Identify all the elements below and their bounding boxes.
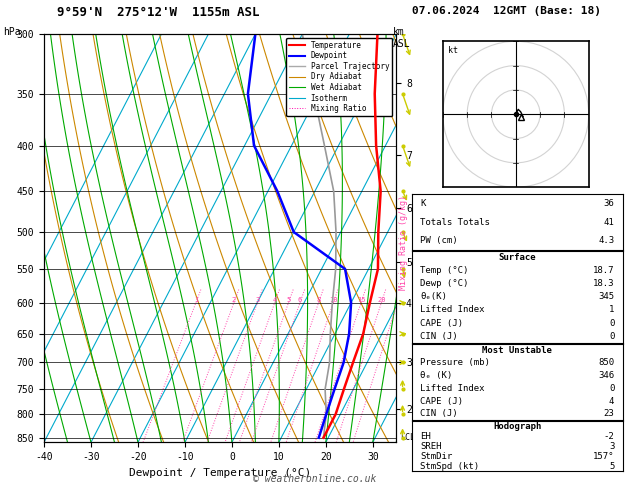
Text: 0: 0 xyxy=(609,331,615,341)
Text: 9°59'N  275°12'W  1155m ASL: 9°59'N 275°12'W 1155m ASL xyxy=(57,6,259,18)
Text: CIN (J): CIN (J) xyxy=(420,331,458,341)
Text: 5: 5 xyxy=(286,297,291,303)
Text: EH: EH xyxy=(420,432,431,441)
Text: 346: 346 xyxy=(598,371,615,380)
Text: 3: 3 xyxy=(609,442,615,451)
Text: Lifted Index: Lifted Index xyxy=(420,384,485,393)
Text: 2: 2 xyxy=(231,297,236,303)
Text: 18.3: 18.3 xyxy=(593,279,615,288)
Text: 345: 345 xyxy=(598,293,615,301)
Text: 23: 23 xyxy=(604,410,615,418)
Text: θₑ(K): θₑ(K) xyxy=(420,293,447,301)
Text: 5: 5 xyxy=(609,462,615,471)
Text: Temp (°C): Temp (°C) xyxy=(420,266,469,276)
Text: 10: 10 xyxy=(329,297,338,303)
Text: LCL: LCL xyxy=(400,433,415,442)
Text: 1: 1 xyxy=(194,297,198,303)
Text: 18.7: 18.7 xyxy=(593,266,615,276)
Text: Mixing Ratio (g/kg): Mixing Ratio (g/kg) xyxy=(399,195,408,291)
Text: 4: 4 xyxy=(609,397,615,406)
Text: 07.06.2024  12GMT (Base: 18): 07.06.2024 12GMT (Base: 18) xyxy=(412,6,601,16)
Text: CIN (J): CIN (J) xyxy=(420,410,458,418)
Text: 1: 1 xyxy=(609,306,615,314)
Text: Pressure (mb): Pressure (mb) xyxy=(420,358,490,367)
Text: 20: 20 xyxy=(377,297,386,303)
Text: CAPE (J): CAPE (J) xyxy=(420,397,464,406)
Text: 4: 4 xyxy=(272,297,277,303)
Text: 8: 8 xyxy=(316,297,321,303)
Text: PW (cm): PW (cm) xyxy=(420,237,458,245)
Text: Hodograph: Hodograph xyxy=(493,422,542,431)
Text: Lifted Index: Lifted Index xyxy=(420,306,485,314)
Text: km: km xyxy=(393,27,405,37)
Text: 3: 3 xyxy=(255,297,260,303)
X-axis label: Dewpoint / Temperature (°C): Dewpoint / Temperature (°C) xyxy=(129,468,311,478)
Text: CAPE (J): CAPE (J) xyxy=(420,318,464,328)
Text: Totals Totals: Totals Totals xyxy=(420,218,490,227)
Text: 6: 6 xyxy=(298,297,302,303)
Text: kt: kt xyxy=(448,46,458,55)
Text: 157°: 157° xyxy=(593,452,615,461)
Text: 4.3: 4.3 xyxy=(598,237,615,245)
Text: StmDir: StmDir xyxy=(420,452,453,461)
Text: 0: 0 xyxy=(609,318,615,328)
Text: θₑ (K): θₑ (K) xyxy=(420,371,453,380)
Text: 41: 41 xyxy=(604,218,615,227)
Text: K: K xyxy=(420,199,426,208)
Text: 850: 850 xyxy=(598,358,615,367)
Text: hPa: hPa xyxy=(3,27,21,37)
Text: 0: 0 xyxy=(609,384,615,393)
Text: 15: 15 xyxy=(357,297,365,303)
Text: StmSpd (kt): StmSpd (kt) xyxy=(420,462,479,471)
Text: 36: 36 xyxy=(604,199,615,208)
Text: -2: -2 xyxy=(604,432,615,441)
Text: © weatheronline.co.uk: © weatheronline.co.uk xyxy=(253,473,376,484)
Legend: Temperature, Dewpoint, Parcel Trajectory, Dry Adiabat, Wet Adiabat, Isotherm, Mi: Temperature, Dewpoint, Parcel Trajectory… xyxy=(286,38,392,116)
Text: Surface: Surface xyxy=(499,253,536,262)
Text: ASL: ASL xyxy=(393,39,411,49)
Text: Most Unstable: Most Unstable xyxy=(482,346,552,354)
Text: SREH: SREH xyxy=(420,442,442,451)
Text: Dewp (°C): Dewp (°C) xyxy=(420,279,469,288)
